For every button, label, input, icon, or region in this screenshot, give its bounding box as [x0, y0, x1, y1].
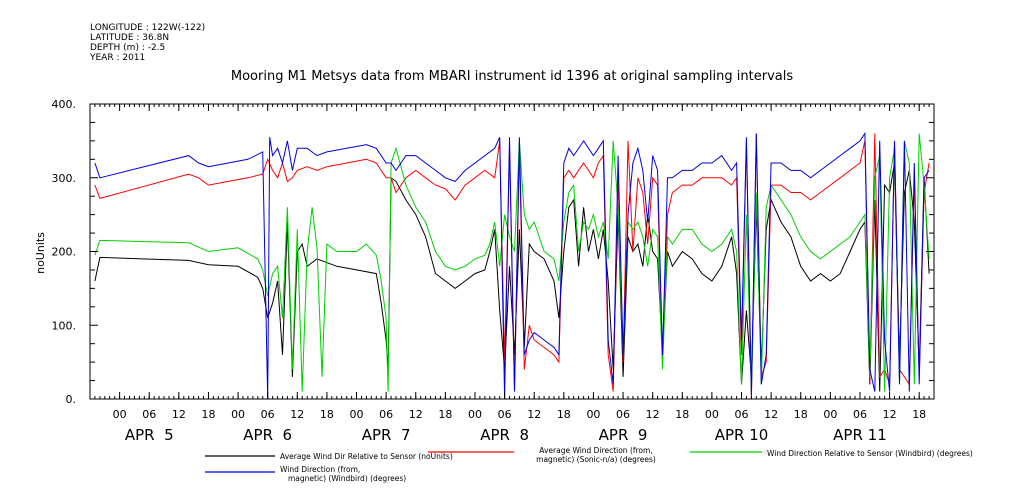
x-tick-label: 18	[557, 408, 571, 421]
y-tick-label: 300.	[52, 172, 77, 185]
meta-year: YEAR : 2011	[89, 53, 145, 63]
x-tick-label: 06	[853, 408, 867, 421]
x-tick-label: 18	[912, 408, 926, 421]
x-day-label: APR 9	[599, 426, 648, 444]
y-tick-label: 400.	[52, 98, 77, 111]
series-line-1	[94, 133, 930, 400]
y-axis: 0. 100. 200. 300. 400.	[52, 98, 934, 406]
x-tick-label: 00	[823, 408, 837, 421]
x-day-label: APR 10	[715, 426, 769, 444]
x-tick-label: 00	[468, 408, 482, 421]
x-tick-label: 12	[409, 408, 423, 421]
x-day-label: APR 5	[125, 426, 174, 444]
x-tick-label: 06	[261, 408, 275, 421]
x-tick-label: 00	[350, 408, 364, 421]
legend-label-3: Wind Direction (from,	[280, 465, 360, 474]
legend-label-1: magnetic) (Sonic-n/a) (degrees)	[536, 455, 656, 464]
x-tick-label: 06	[616, 408, 630, 421]
plot-area	[89, 103, 935, 400]
legend-label-2: Wind Direction Relative to Sensor (Windb…	[767, 449, 973, 458]
x-tick-label: 12	[883, 408, 897, 421]
x-tick-label: 18	[675, 408, 689, 421]
series-line-3	[94, 131, 930, 400]
x-axis: 00 06 12 18 00 06 12 18 00 06 12 18 00 06 12 18 00 06 12 18…	[89, 104, 935, 444]
x-tick-label: 12	[172, 408, 186, 421]
x-tick-label: 18	[320, 408, 334, 421]
x-day-label: APR 6	[243, 426, 292, 444]
x-tick-label: 06	[498, 408, 512, 421]
x-day-label: APR 8	[480, 426, 529, 444]
meta-longitude: LONGITUDE : 122W(-122)	[90, 23, 205, 33]
legend-label-0: Average Wind Dir Relative to Sensor (noU…	[280, 452, 453, 461]
y-axis-label: noUnits	[34, 232, 47, 274]
y-tick-label: 100.	[52, 319, 77, 332]
x-tick-label: 06	[379, 408, 393, 421]
x-tick-label: 06	[142, 408, 156, 421]
legend-label-1: Average Wind Direction (from,	[539, 446, 652, 455]
chart-title: Mooring M1 Metsys data from MBARI instru…	[231, 69, 793, 84]
x-tick-label: 12	[290, 408, 304, 421]
series-line-2	[94, 133, 930, 392]
x-tick-label: 18	[438, 408, 452, 421]
x-tick-label: 12	[764, 408, 778, 421]
x-tick-label: 06	[735, 408, 749, 421]
meta-depth: DEPTH (m) : -2.5	[90, 43, 165, 53]
legend-label-3: magnetic) (Windbird) (degrees)	[288, 474, 406, 483]
x-tick-label: 00	[705, 408, 719, 421]
x-day-label: APR 11	[833, 426, 887, 444]
x-tick-label: 00	[231, 408, 245, 421]
y-tick-label: 200.	[52, 246, 77, 259]
x-day-label: APR 7	[362, 426, 411, 444]
series-line-0	[94, 162, 930, 392]
x-tick-label: 12	[646, 408, 660, 421]
legend: Average Wind Dir Relative to Sensor (noU…	[205, 446, 973, 483]
x-tick-label: 18	[794, 408, 808, 421]
x-tick-label: 00	[113, 408, 127, 421]
x-tick-label: 12	[527, 408, 541, 421]
x-tick-label: 18	[201, 408, 215, 421]
x-tick-label: 00	[586, 408, 600, 421]
meta-latitude: LATITUDE : 36.8N	[90, 33, 169, 43]
y-tick-label: 0.	[66, 393, 77, 406]
